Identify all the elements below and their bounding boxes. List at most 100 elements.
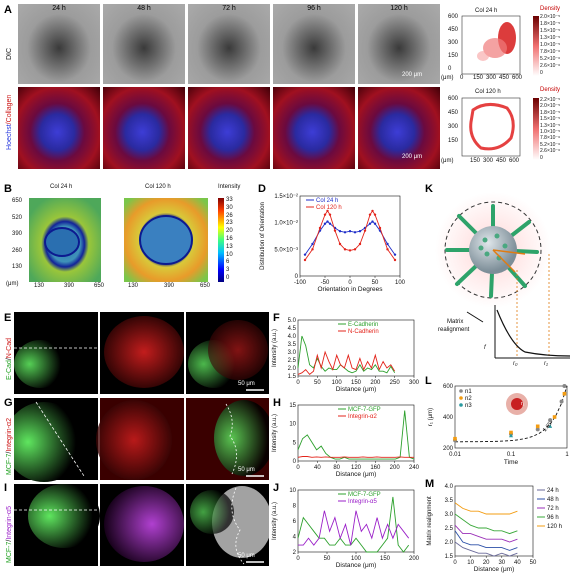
series-line-3 <box>454 524 518 543</box>
panel-label-b: B <box>4 183 12 195</box>
y-tick-label: 3.5 <box>288 342 297 348</box>
dic-tile: 120 h <box>358 4 440 84</box>
y-axis-label: Intensity (a.u.) <box>272 329 278 367</box>
x-tick-label: 200 <box>390 465 401 471</box>
y-tick-label: 10 <box>289 488 296 494</box>
y-tick-label: 3.0 <box>445 512 454 518</box>
series-line-2 <box>304 210 396 261</box>
e-side-label: E-Cad/N-Cad <box>6 337 13 380</box>
e-scale-text: 50 μm <box>238 381 255 387</box>
legend-label: Col 120 h <box>316 205 342 211</box>
x-tick-label: 30 <box>498 560 505 566</box>
legend-label: 120 h <box>547 524 562 530</box>
series-line-2 <box>454 530 518 551</box>
series-point <box>371 209 374 213</box>
dic-tile: 72 h <box>188 4 270 84</box>
scatter-point-n2 <box>552 415 557 419</box>
x-tick-label: 250 <box>390 380 401 386</box>
series-point <box>371 220 374 223</box>
legend-marker <box>459 396 463 400</box>
c-colorbar-tick-top: 1.5×10⁻⁵ <box>540 28 561 34</box>
k-r0-arrow <box>492 249 526 255</box>
y-tick-label: 4.5 <box>288 326 297 332</box>
dic-tile: 96 h <box>273 4 355 84</box>
b-colorbar-tick: 20 <box>226 228 233 235</box>
b-colorbar-tick: 6 <box>226 259 230 266</box>
chart-f: 0 50 100 150 200 250 300 5.0 4.5 4.0 3.5 3.0 2.5 2.0 1… <box>272 318 420 393</box>
c-y-tick-bottom: 300 <box>448 124 459 130</box>
row-label-hoechst-collagen: Hoechst/Collagen <box>6 94 13 150</box>
time-label: 120 h <box>390 5 408 12</box>
b-y-tick: 520 <box>12 214 23 221</box>
k-axis-r0: r₀ <box>513 361 518 367</box>
c-colorbar-tick-top: 2.6×10⁻⁶ <box>540 63 561 69</box>
scatter-point-n3 <box>509 433 513 438</box>
c-y-tick-top: 0 <box>448 66 452 72</box>
x-tick-label: 200 <box>370 380 381 386</box>
x-tick-label: 0 <box>348 280 352 286</box>
hoechst-collagen-tile <box>18 87 100 169</box>
c-y-tick-bottom: 450 <box>448 110 459 116</box>
legend-label: MCF-7-GFP <box>348 492 381 498</box>
g-scale-text: 50 μm <box>238 467 255 473</box>
legend-label: 24 h <box>547 488 559 494</box>
x-tick-label: 50 <box>530 560 537 566</box>
i-scale-text: 50 μm <box>238 553 255 559</box>
row-label-dic: DIC <box>6 47 13 60</box>
y-tick-label: 5.0 <box>288 318 297 324</box>
y-tick-label: 600 <box>443 384 454 390</box>
x-tick-label: 150 <box>351 380 362 386</box>
g-side-label: MCF-7/Integrin-α2 <box>6 418 13 475</box>
c-density-bottom: Density <box>540 87 561 93</box>
time-label: 24 h <box>52 5 66 12</box>
x-tick-label: 100 <box>332 380 343 386</box>
x-tick-label: 50 <box>372 280 379 286</box>
x-tick-label: 0.1 <box>507 452 516 458</box>
c-colorbar-tick-top: 1.8×10⁻⁵ <box>540 21 561 27</box>
b-x-tick-left: 130 <box>34 283 45 289</box>
x-tick-label: -50 <box>321 280 330 286</box>
k-r1-arrow <box>492 249 516 273</box>
b-colorbar-tick: 26 <box>226 212 233 219</box>
c-y-tick-bottom: 150 <box>448 138 459 144</box>
y-tick-label: 6 <box>293 519 297 525</box>
chart-h: 0 40 80 120 160 200 240 15 10 5 0 Distance (μm) Inte… <box>272 403 420 478</box>
panel-label-a: A <box>4 4 12 16</box>
dic-tile: 24 h <box>18 4 100 84</box>
series-point <box>311 248 314 251</box>
c-x-tick-top: 150 <box>473 75 484 81</box>
c-top-title: Col 24 h <box>475 8 498 14</box>
series-line-2 <box>297 350 396 376</box>
panel-label-f: F <box>273 312 280 324</box>
c-x-tick-top: 0 <box>460 75 464 81</box>
y-tick-label: 1.5 <box>288 374 297 380</box>
c-y-tick-top: 150 <box>448 53 459 59</box>
hoechst-collagen-tile <box>358 87 440 169</box>
x-tick-label: 50 <box>314 380 321 386</box>
series-point <box>378 226 382 230</box>
c-colorbar-tick-bottom: 2.6×10⁻⁶ <box>540 148 561 155</box>
a-scale-text-fl: 200 μm <box>402 154 423 160</box>
c-y-tick-top: 300 <box>448 40 459 46</box>
c-colorbar-tick-top: 1.0×10⁻⁵ <box>540 42 561 48</box>
series-line-4 <box>454 513 518 535</box>
legend-label: MCF-7-GFP <box>348 407 381 413</box>
x-tick-label: 300 <box>409 380 420 386</box>
series-point <box>348 249 352 252</box>
panel-b-heatmaps <box>29 198 224 282</box>
series-point <box>338 230 342 233</box>
x-tick-label: 100 <box>395 280 406 286</box>
c-colorbar-tick-bottom: 1.5×10⁻⁵ <box>540 116 561 123</box>
b-colorbar-tick: 16 <box>226 236 233 242</box>
e-red-cells <box>104 316 184 388</box>
c-x-tick-bottom: 300 <box>483 158 494 164</box>
c-colorbar-tick-bottom: 1.0×10⁻⁵ <box>540 129 561 135</box>
y-tick-label: 4 <box>293 535 297 541</box>
c-colorbar-tick-bottom: 2.0×10⁻⁵ <box>540 103 561 110</box>
scatter-point-n1 <box>562 384 567 388</box>
y-tick-label: 2.0 <box>288 366 297 372</box>
b-colorbar-tick: 0 <box>226 275 230 281</box>
y-tick-label: 2.0 <box>445 540 454 546</box>
y-tick-label: 15 <box>289 403 296 409</box>
c-x-tick-bottom: 600 <box>509 158 520 164</box>
